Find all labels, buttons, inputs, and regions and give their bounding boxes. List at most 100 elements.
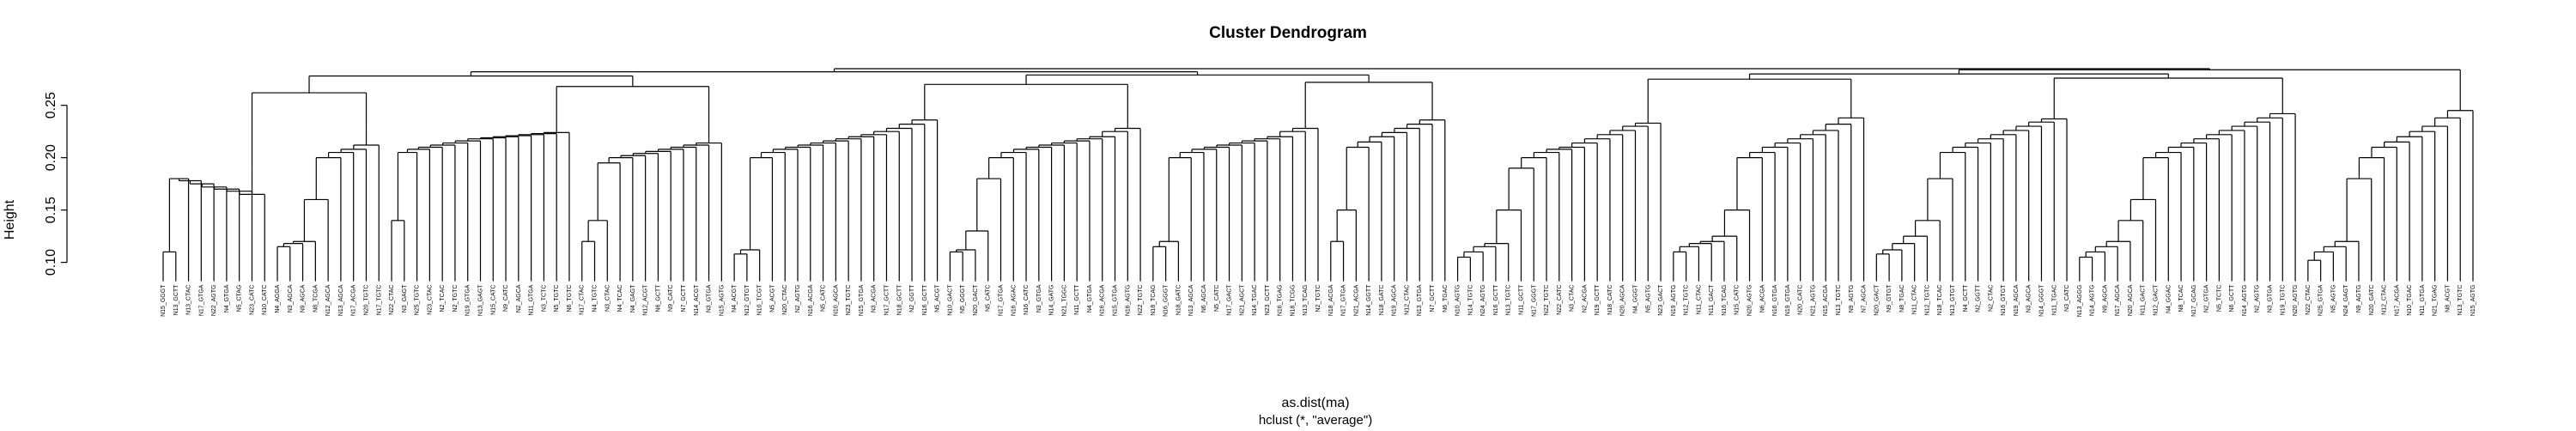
leaf-label: N11_GACT bbox=[1709, 284, 1715, 315]
leaf-label: N5_CATC bbox=[986, 285, 992, 312]
leaf-label: N12_AGCA bbox=[325, 284, 331, 316]
leaf-label: N8_ACGT bbox=[2445, 284, 2451, 313]
leaf-label: N13_AGGG bbox=[2077, 285, 2083, 318]
leaf-label: N13_CTAC bbox=[186, 285, 192, 315]
leaf-label: N17_ACGA bbox=[2394, 284, 2400, 316]
leaf-label: N4_GAGT bbox=[630, 284, 636, 313]
leaf-label: N19_AGCA bbox=[1392, 284, 1398, 316]
leaf-label: N23_GCTT bbox=[1265, 284, 1271, 316]
leaf-label: N4_GTGA bbox=[224, 284, 230, 313]
leaf-label: N7_AGCA bbox=[1862, 284, 1868, 313]
leaf-label: N15_CATC bbox=[1735, 285, 1741, 315]
leaf-label: N10_GACT bbox=[947, 284, 953, 316]
leaf-label: N13_TCAG bbox=[1303, 285, 1309, 316]
leaf-label: N3_TCTC bbox=[541, 285, 547, 313]
leaf-label: N25_TGTC bbox=[415, 285, 421, 316]
leaf-label: N18_GCTT bbox=[896, 284, 902, 316]
leaf-label: N12_TGTC bbox=[1684, 285, 1690, 316]
leaf-label: N4_GGAC bbox=[2166, 285, 2172, 313]
leaf-label: N12_GACT bbox=[2153, 284, 2159, 316]
leaf-label: N4_AGGA bbox=[275, 284, 281, 313]
leaf-label: N16_AGAC bbox=[1011, 285, 1017, 317]
leaf-label: N20_AGCA bbox=[1620, 284, 1626, 316]
leaf-label: N21_TGAG bbox=[2433, 285, 2439, 317]
leaf-label: N16_GGGT bbox=[1163, 284, 1170, 317]
leaf-label: N5_CATC bbox=[1214, 285, 1220, 312]
y-axis-label: Height bbox=[3, 199, 17, 240]
leaf-label: N18_GATC bbox=[1176, 285, 1182, 316]
leaf-label: N13_TGTC bbox=[2458, 285, 2464, 316]
leaf-label: N6_ACGA bbox=[1759, 284, 1765, 313]
leaf-label: N6_TGTC bbox=[567, 285, 573, 313]
leaf-label: N18_CATC bbox=[1607, 285, 1613, 315]
leaf-label: N15_GGGT bbox=[161, 284, 167, 317]
leaf-label: N2_GGTT bbox=[909, 284, 915, 313]
leaf-label: N20_CTAC bbox=[782, 285, 788, 315]
leaf-label: N13_GAGT bbox=[478, 284, 484, 316]
leaf-label: N17_AGCA bbox=[2115, 284, 2121, 316]
leaf-label: N15_ACGA bbox=[1823, 284, 1829, 316]
leaf-label: N14_GGGT bbox=[2038, 284, 2044, 317]
leaf-label: N15_AGTG bbox=[2470, 285, 2476, 317]
leaf-label: N13_GCTT bbox=[173, 284, 179, 316]
leaf-label: N17_GCAG bbox=[2191, 285, 2197, 317]
chart-title: Cluster Dendrogram bbox=[1209, 24, 1367, 42]
leaf-label: N17_GACT bbox=[1227, 284, 1233, 316]
leaf-label: N10_TGAC bbox=[2407, 285, 2413, 316]
leaf-label: N19_GTGA bbox=[465, 284, 471, 316]
leaf-label: N25_GTGA bbox=[2318, 284, 2324, 316]
leaf-label: N22_AGTG bbox=[211, 285, 217, 317]
y-tick-label: 0.25 bbox=[44, 92, 58, 118]
leaf-label: N5_TCTC bbox=[2216, 285, 2222, 313]
leaf-label: N2_TCAC bbox=[440, 285, 446, 313]
leaf-label: N20_AGTG bbox=[1747, 285, 1753, 317]
leaf-label: N7_GCTT bbox=[1430, 284, 1436, 313]
leaf-label: N11_TGAC bbox=[2051, 285, 2057, 316]
leaf-label: N10_AGTG bbox=[1455, 285, 1461, 317]
leaf-label: N18_TCAC bbox=[1937, 285, 1943, 316]
leaf-label: N9_AGTG bbox=[2356, 285, 2362, 313]
leaf-label: N20_GATC bbox=[2369, 285, 2375, 316]
leaf-label: N11_GCTT bbox=[1518, 284, 1524, 315]
leaf-label: N17_TGTC bbox=[376, 285, 382, 316]
y-tick-label: 0.10 bbox=[44, 249, 58, 276]
leaf-label: N4_GCTT bbox=[1963, 284, 1969, 313]
leaf-label: N16_ACGA bbox=[1100, 284, 1106, 316]
leaf-label: N17_GCTT bbox=[884, 284, 890, 316]
leaf-label: N13_TGTC bbox=[1836, 285, 1842, 316]
leaf-label: N14_AGTG bbox=[2090, 285, 2096, 317]
leaf-label: N22_CATC bbox=[1557, 285, 1563, 315]
leaf-label: N23_CTAC bbox=[427, 285, 433, 315]
leaf-label: N4_TCAC bbox=[617, 285, 623, 313]
leaf-label: N5_CATC bbox=[821, 285, 827, 312]
leaf-label: N22_TGTC bbox=[1138, 285, 1144, 316]
leaf-label: N17_ACGA bbox=[351, 284, 357, 316]
leaf-label: N5_AGTG bbox=[1645, 285, 1651, 313]
y-axis: 0.10 0.15 0.20 0.25 bbox=[44, 92, 68, 276]
leaf-label: N5_CTAG bbox=[237, 285, 243, 313]
leaf-label: N14_TGAC bbox=[1252, 285, 1258, 316]
leaf-label: N3_ACGA bbox=[872, 284, 878, 313]
leaf-label: N3_CTAC bbox=[605, 285, 611, 312]
leaf-label: N11_CTAC bbox=[1912, 285, 1918, 315]
leaf-label: N4_GGGT bbox=[1633, 284, 1639, 313]
leaf-label: N6_TGAC bbox=[1443, 285, 1449, 313]
leaf-label: N19_AGCA bbox=[2014, 284, 2020, 316]
leaf-label: N18_TCGG bbox=[1290, 285, 1296, 317]
leaf-label: N9_GTGT bbox=[1886, 284, 1893, 313]
leaf-label: N16_GTGA bbox=[1772, 284, 1778, 316]
leaf-label: N10_AGCA bbox=[833, 284, 839, 316]
leaf-label: N14_TGTC bbox=[1467, 285, 1473, 316]
method-label: hclust (*, "average") bbox=[1259, 413, 1372, 428]
leaf-label: N16_AGTG bbox=[1125, 285, 1131, 317]
x-axis-label: as.dist(ma) bbox=[1281, 396, 1349, 410]
leaf-label: N3_GTGA bbox=[2268, 284, 2274, 313]
leaf-label: N3_AGCA bbox=[288, 284, 294, 313]
leaf-label: N2_CTAC bbox=[1988, 285, 1994, 312]
y-tick-label: 0.20 bbox=[44, 144, 58, 171]
leaf-label: N10_TCGT bbox=[757, 284, 763, 316]
leaf-label: N23_TGTC bbox=[846, 285, 852, 316]
leaf-label: N16_GCTT bbox=[922, 284, 928, 316]
leaf-label: N3_GTGA bbox=[707, 284, 713, 313]
leaf-label: N14_GGTT bbox=[1366, 284, 1372, 316]
